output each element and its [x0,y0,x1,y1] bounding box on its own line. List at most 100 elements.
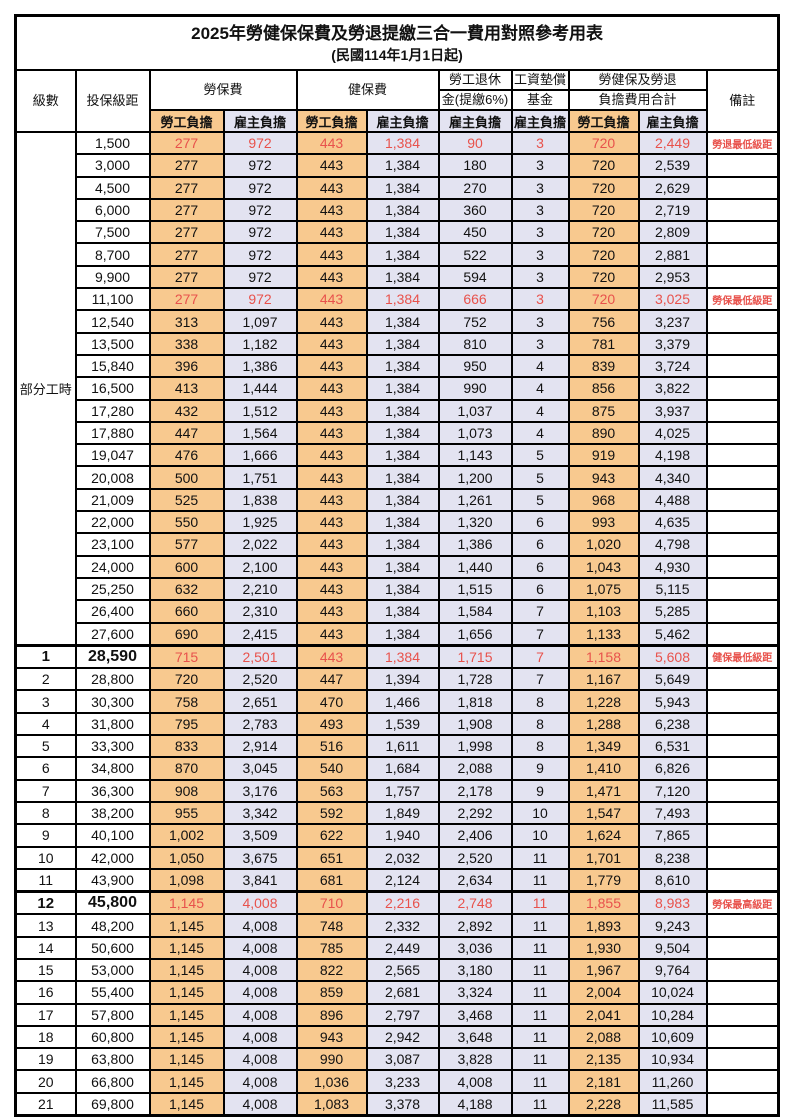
data-cell: 1,103 [567,599,640,624]
data-cell: 443 [295,153,368,178]
data-cell: 1,930 [567,935,640,960]
data-cell: 338 [148,331,225,356]
remark-cell: 健保最低級距 [705,643,780,670]
data-cell: 720 [567,287,640,312]
data-cell: 1,075 [567,576,640,602]
data-cell: 9 [510,756,570,781]
data-cell: 2,181 [567,1069,640,1094]
data-cell: 2,719 [637,197,708,223]
data-cell: 1,200 [437,465,513,490]
data-cell: 1,779 [567,867,640,893]
data-cell: 1,386 [222,353,298,379]
data-cell: 1,384 [365,510,440,535]
data-cell: 3,045 [222,756,298,781]
data-cell: 2,914 [222,734,298,759]
data-cell: 2,651 [222,689,298,714]
bracket-cell: 42,000 [74,845,151,870]
subheader-labor-employer: 雇主負擔 [222,109,298,133]
bracket-cell: 17,880 [74,420,151,446]
table-row: 14 50,600 1,145 4,008 785 2,449 3,036 11 1,930 9,… [14,935,780,960]
data-cell: 3,087 [365,1047,440,1072]
remark-cell [705,935,780,960]
data-cell: 1,384 [365,220,440,245]
data-cell: 1,471 [567,778,640,803]
data-cell: 3,822 [637,376,708,401]
table-row: 16 55,400 1,145 4,008 859 2,681 3,324 11 2,004 10… [14,980,780,1005]
data-cell: 1,384 [365,576,440,602]
data-cell: 443 [295,353,368,379]
remark-cell [705,1024,780,1050]
grade-cell: 13 [14,913,77,938]
data-cell: 748 [295,913,368,938]
data-cell: 1,539 [365,711,440,737]
data-cell: 1,145 [148,913,225,938]
grade-cell: 17 [14,1002,77,1027]
data-cell: 1,384 [365,420,440,446]
data-cell: 720 [567,197,640,223]
data-cell: 1,715 [437,643,513,670]
data-cell: 3,180 [437,957,513,983]
data-cell: 396 [148,353,225,379]
data-cell: 810 [437,331,513,356]
data-cell: 10,609 [637,1024,708,1050]
data-cell: 2,681 [365,980,440,1005]
data-cell: 3 [510,153,570,178]
data-cell: 3,724 [637,353,708,379]
data-cell: 10,024 [637,980,708,1005]
data-cell: 972 [222,130,298,156]
data-cell: 972 [222,264,298,290]
table-row: 15 53,000 1,145 4,008 822 2,565 3,180 11 1,967 9,… [14,957,780,983]
data-cell: 11,260 [637,1069,708,1094]
data-cell: 443 [295,554,368,579]
bracket-cell: 20,008 [74,465,151,490]
remark-cell [705,197,780,223]
data-cell: 1,145 [148,957,225,983]
data-cell: 752 [437,309,513,334]
data-cell: 4 [510,420,570,446]
data-cell: 3,378 [365,1091,440,1117]
data-cell: 1,145 [148,1024,225,1050]
data-cell: 90 [437,130,513,156]
data-cell: 1,611 [365,734,440,759]
data-cell: 277 [148,197,225,223]
data-cell: 1,073 [437,420,513,446]
table-row: 11,100 277 972 443 1,384 666 3 720 3,025 勞保最低級距 [16,287,780,312]
table-row: 26,400 660 2,310 443 1,384 1,584 7 1,103 5,285 [16,599,780,624]
bracket-cell: 23,100 [74,532,151,557]
grade-cell-part-time: 部分工時 [14,130,77,647]
data-cell: 1,384 [365,287,440,312]
data-cell: 1,515 [437,576,513,602]
remark-cell [705,689,780,714]
data-cell: 1,394 [365,667,440,692]
remark-cell [705,845,780,870]
data-cell: 632 [148,576,225,602]
data-cell: 1,751 [222,465,298,490]
data-cell: 6,531 [637,734,708,759]
data-cell: 360 [437,197,513,223]
remark-cell [705,913,780,938]
grade-cell: 20 [14,1069,77,1094]
table-title-block: 2025年勞健保保費及勞退提繳三合一費用對照參考用表 (民國114年1月1日起) [14,14,780,71]
data-cell: 1,002 [148,823,225,848]
data-cell: 1,182 [222,331,298,356]
data-cell: 5 [510,443,570,468]
data-cell: 720 [567,175,640,200]
data-cell: 443 [295,443,368,468]
data-cell: 943 [567,465,640,490]
table-row: 19,047 476 1,666 443 1,384 1,143 5 919 4,198 [16,443,780,468]
data-cell: 592 [295,800,368,826]
data-cell: 972 [222,197,298,223]
column-header-grade: 級數 [14,69,77,133]
data-cell: 447 [295,667,368,692]
data-cell: 9,764 [637,957,708,983]
data-cell: 1,908 [437,711,513,737]
data-cell: 277 [148,175,225,200]
table-row: 23,100 577 2,022 443 1,384 1,386 6 1,020 4,798 [16,532,780,557]
data-cell: 720 [567,130,640,156]
remark-cell [705,398,780,423]
data-cell: 476 [148,443,225,468]
remark-cell [705,420,780,446]
data-cell: 277 [148,287,225,312]
data-cell: 690 [148,621,225,647]
